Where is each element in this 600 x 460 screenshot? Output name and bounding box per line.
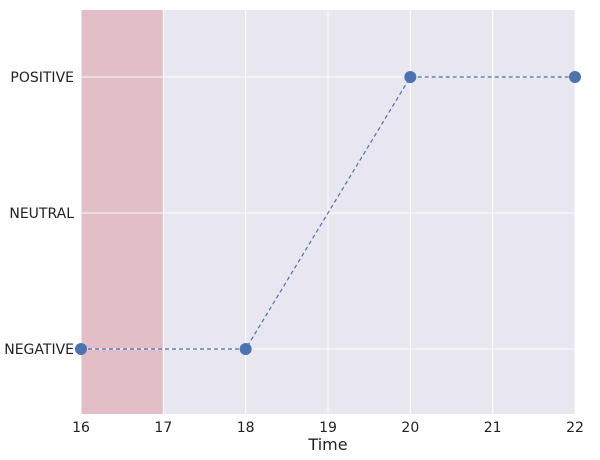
data-point [569, 71, 581, 83]
x-axis-label: Time [307, 435, 347, 454]
data-point [75, 343, 87, 355]
data-point [239, 343, 252, 355]
y-tick-label: NEUTRAL [9, 206, 74, 222]
y-tick-labels: NEGATIVE NEUTRAL POSITIVE [4, 70, 74, 358]
series-line [81, 76, 575, 350]
x-tick-label: 16 [72, 420, 90, 436]
highlight-span [81, 10, 164, 414]
x-tick-labels: 16 17 18 19 20 21 22 [72, 420, 584, 436]
x-tick-label: 21 [484, 420, 502, 436]
x-tick-label: 17 [154, 420, 172, 436]
x-tick-label: 19 [319, 420, 337, 436]
x-tick-label: 18 [237, 420, 255, 436]
x-tick-label: 22 [566, 420, 584, 436]
data-point [404, 71, 417, 83]
x-tick-label: 20 [401, 420, 419, 436]
grid-lines [80, 10, 576, 414]
y-tick-label: NEGATIVE [4, 342, 74, 358]
y-tick-label: POSITIVE [10, 70, 74, 86]
series-layer [75, 71, 581, 355]
